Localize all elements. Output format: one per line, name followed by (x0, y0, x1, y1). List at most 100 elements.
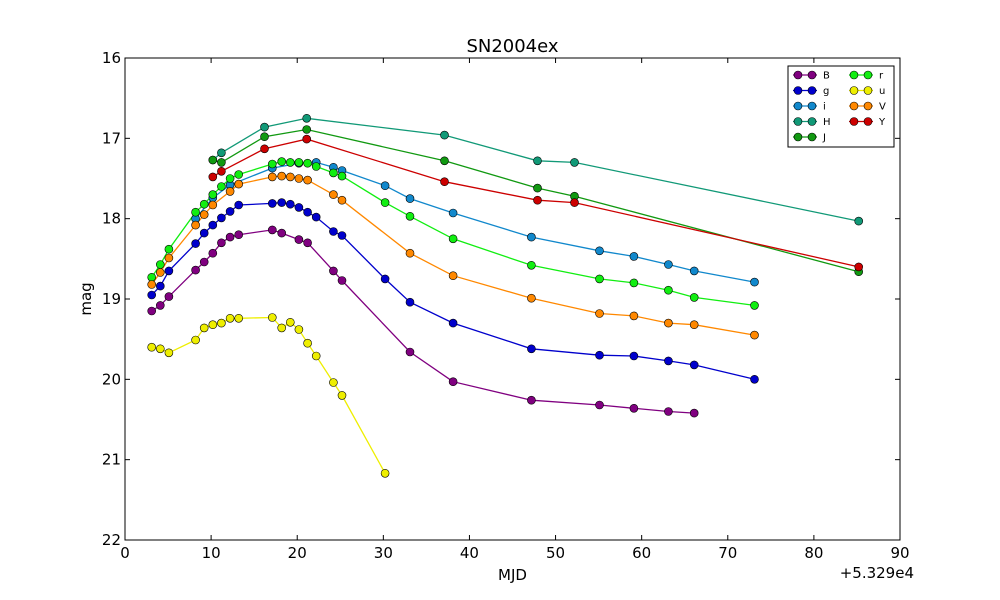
data-point-J (440, 156, 449, 166)
data-point-r (147, 272, 156, 282)
data-point-r (595, 274, 604, 284)
legend-label-Y: Y (878, 117, 886, 128)
series-line-J (212, 128, 859, 273)
data-point-u (234, 313, 243, 323)
data-point-V (337, 195, 347, 205)
data-point-r (164, 244, 174, 254)
data-point-g (750, 374, 759, 384)
data-point-H (570, 158, 579, 167)
data-point-r (303, 158, 312, 168)
data-point-H (854, 216, 864, 226)
data-point-u (156, 344, 165, 354)
data-point-r (405, 212, 415, 221)
data-point-B (337, 276, 347, 285)
legend-marker-V (849, 101, 859, 111)
data-point-g (595, 350, 604, 360)
data-point-i (527, 232, 536, 242)
data-point-Y (217, 167, 226, 176)
data-point-B (225, 232, 235, 242)
data-point-r (629, 278, 639, 288)
legend-label-u: u (879, 86, 885, 97)
legend-marker-Y (849, 117, 859, 126)
legend-marker-g (807, 86, 817, 95)
data-point-B (527, 395, 536, 405)
legend-marker-i (793, 101, 803, 111)
data-point-g (164, 266, 174, 276)
data-point-i (380, 181, 390, 190)
data-point-u (199, 323, 209, 333)
data-point-r (664, 285, 673, 295)
legend-marker-Y (863, 117, 873, 126)
data-point-g (337, 231, 347, 240)
data-point-r (277, 157, 287, 166)
data-point-B (329, 266, 338, 276)
data-point-B (294, 235, 304, 244)
data-point-J (208, 155, 218, 165)
data-point-V (208, 200, 218, 210)
series-line-B (151, 229, 695, 414)
data-point-B (664, 407, 673, 416)
data-point-B (629, 403, 639, 413)
x-tick-label: 80 (804, 544, 823, 562)
data-point-r (156, 260, 165, 269)
legend-marker-V (863, 101, 873, 111)
data-point-i (405, 194, 415, 203)
data-point-V (329, 190, 338, 199)
data-point-B (277, 228, 287, 238)
data-point-V (664, 318, 673, 328)
data-point-Y (208, 172, 218, 182)
y-tick-label: 19 (102, 290, 121, 308)
data-point-u (311, 351, 321, 361)
legend-label-B: B (823, 71, 830, 82)
data-point-g (527, 344, 536, 354)
data-point-g (285, 199, 295, 209)
series-lines (151, 117, 859, 474)
x-tick-label: 0 (120, 544, 130, 562)
y-tick-label: 17 (102, 129, 121, 147)
data-point-u (164, 348, 174, 358)
x-tick-label: 30 (374, 544, 393, 562)
data-point-B (234, 230, 243, 239)
data-point-g (199, 228, 209, 238)
data-point-V (234, 179, 243, 189)
legend-marker-J (807, 132, 817, 142)
data-point-g (303, 207, 312, 217)
data-point-g (294, 203, 304, 212)
data-point-B (595, 400, 604, 410)
data-point-g (405, 297, 415, 307)
data-point-u (217, 318, 226, 328)
data-point-Y (533, 195, 542, 205)
legend-label-g: g (823, 86, 829, 97)
data-point-g (234, 200, 243, 210)
series-line-V (151, 175, 755, 336)
data-point-r (234, 170, 243, 179)
data-point-Y (260, 144, 269, 154)
legend-marker-H (793, 117, 803, 126)
data-point-B (191, 265, 200, 275)
data-point-V (303, 175, 312, 185)
x-axis-title: MJD (498, 566, 527, 584)
data-point-V (285, 172, 295, 182)
legend-label-H: H (823, 117, 831, 128)
data-point-B (267, 225, 277, 235)
data-point-Y (440, 177, 449, 186)
data-point-V (156, 268, 165, 277)
data-point-V (750, 330, 759, 340)
data-point-u (191, 335, 200, 345)
data-point-u (147, 342, 156, 352)
chart-title: SN2004ex (466, 36, 558, 57)
legend-marker-u (849, 86, 859, 95)
data-point-V (267, 172, 277, 182)
data-point-r (329, 168, 338, 178)
data-point-g (311, 212, 321, 222)
data-point-u (337, 391, 347, 400)
data-point-r (527, 260, 536, 270)
data-point-B (448, 377, 458, 387)
data-point-g (267, 199, 277, 208)
data-point-V (147, 280, 156, 289)
data-point-V (225, 187, 235, 196)
data-point-r (191, 207, 200, 217)
data-point-u (208, 320, 218, 330)
data-point-V (527, 293, 536, 303)
